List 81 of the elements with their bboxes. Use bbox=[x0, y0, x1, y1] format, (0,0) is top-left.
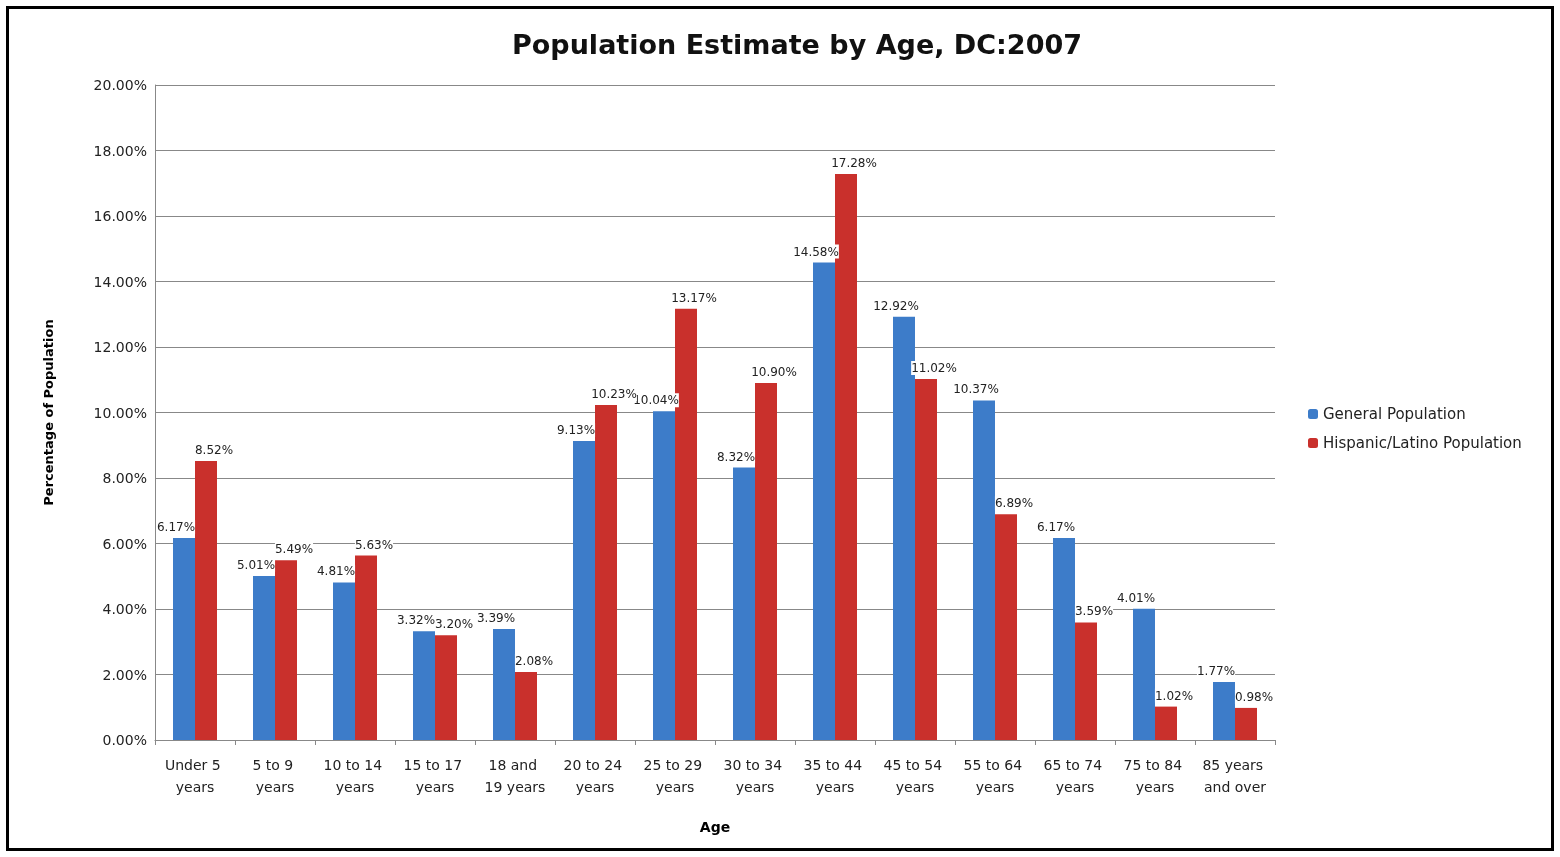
bar bbox=[515, 671, 537, 740]
chart-title: Population Estimate by Age, DC:2007 bbox=[511, 29, 1083, 60]
x-tick-label: 15 to 17 years bbox=[403, 757, 467, 795]
data-label: 8.32% bbox=[716, 449, 756, 464]
data-label: 3.20% bbox=[434, 617, 474, 632]
x-tick-label: 30 to 34 years bbox=[723, 757, 787, 795]
bar bbox=[333, 582, 355, 740]
bar bbox=[573, 440, 595, 740]
data-label: 1.77% bbox=[1196, 664, 1236, 679]
data-label: 3.32% bbox=[396, 613, 436, 628]
data-label: 6.17% bbox=[156, 519, 196, 534]
y-tick-label: 8.00% bbox=[102, 470, 147, 486]
data-label: 6.89% bbox=[994, 496, 1034, 511]
bar bbox=[413, 631, 435, 740]
bar bbox=[755, 383, 777, 740]
x-tick-label: 20 to 24 years bbox=[563, 757, 627, 795]
legend-label: General Population bbox=[1323, 405, 1466, 423]
data-label: 3.59% bbox=[1074, 604, 1114, 619]
y-tick-label: 18.00% bbox=[93, 142, 147, 159]
data-label: 14.58% bbox=[793, 244, 839, 259]
x-tick-label: 18 and 19 years bbox=[484, 757, 546, 795]
x-tick-label: 75 to 84 years bbox=[1123, 757, 1187, 795]
x-tick-label: 10 to 14 years bbox=[323, 757, 387, 795]
data-label: 10.90% bbox=[751, 365, 797, 380]
bar bbox=[173, 537, 195, 740]
bar bbox=[653, 411, 675, 740]
y-axis-title: Percentage of Population bbox=[41, 319, 56, 506]
data-label: 1.02% bbox=[1154, 688, 1194, 703]
y-tick-label: 14.00% bbox=[93, 273, 147, 290]
bar bbox=[355, 555, 377, 740]
bar bbox=[1075, 622, 1097, 740]
y-tick-label: 4.00% bbox=[102, 601, 147, 617]
bar bbox=[973, 400, 995, 740]
data-label: 5.01% bbox=[236, 557, 276, 572]
data-label: 8.52% bbox=[194, 442, 234, 457]
x-axis-title: Age bbox=[699, 819, 731, 835]
x-tick-label: 5 to 9 years bbox=[252, 757, 298, 795]
data-label: 3.39% bbox=[476, 610, 516, 625]
bar bbox=[813, 262, 835, 740]
y-tick-label: 10.00% bbox=[93, 404, 147, 421]
data-label: 0.98% bbox=[1234, 689, 1274, 704]
y-tick-label: 6.00% bbox=[102, 535, 147, 552]
bar bbox=[435, 635, 457, 740]
y-tick-label: 12.00% bbox=[93, 339, 147, 355]
bar bbox=[1053, 537, 1075, 740]
data-label: 13.17% bbox=[671, 290, 717, 305]
bar bbox=[915, 379, 937, 740]
bar bbox=[1133, 608, 1155, 740]
y-tick-label: 0.00% bbox=[102, 732, 147, 748]
y-tick-label: 20.00% bbox=[93, 77, 147, 93]
bar bbox=[195, 460, 217, 740]
data-label: 2.08% bbox=[514, 653, 554, 668]
legend-label: Hispanic/Latino Population bbox=[1323, 434, 1522, 452]
x-tick-label: 65 to 74 years bbox=[1043, 757, 1107, 795]
data-label: 5.49% bbox=[274, 542, 314, 557]
bar bbox=[1213, 682, 1235, 740]
bar bbox=[1155, 706, 1177, 740]
bar bbox=[493, 628, 515, 740]
data-label: 4.01% bbox=[1116, 590, 1156, 605]
bar bbox=[595, 404, 617, 740]
data-label: 6.17% bbox=[1036, 519, 1076, 534]
x-tick-label: 25 to 29 years bbox=[643, 757, 707, 795]
bar bbox=[995, 514, 1017, 740]
bar bbox=[275, 560, 297, 740]
data-label: 17.28% bbox=[831, 156, 877, 171]
data-label: 4.81% bbox=[316, 564, 356, 579]
data-label: 12.92% bbox=[873, 298, 919, 313]
x-tick-label: 35 to 44 years bbox=[803, 757, 867, 795]
data-label: 10.37% bbox=[953, 382, 999, 397]
x-tick-label: 45 to 54 years bbox=[883, 757, 947, 795]
y-tick-label: 2.00% bbox=[102, 666, 147, 683]
bar bbox=[253, 575, 275, 740]
data-label: 9.13% bbox=[556, 422, 596, 437]
x-tick-label: 55 to 64 years bbox=[963, 757, 1027, 795]
bar bbox=[733, 467, 755, 740]
y-tick-label: 16.00% bbox=[93, 208, 147, 224]
x-tick-label: Under 5 years bbox=[164, 757, 226, 795]
data-label: 5.63% bbox=[354, 537, 394, 552]
x-tick-label: 85 years and over bbox=[1202, 757, 1268, 795]
bar bbox=[1235, 707, 1257, 740]
data-label: 11.02% bbox=[911, 361, 957, 376]
